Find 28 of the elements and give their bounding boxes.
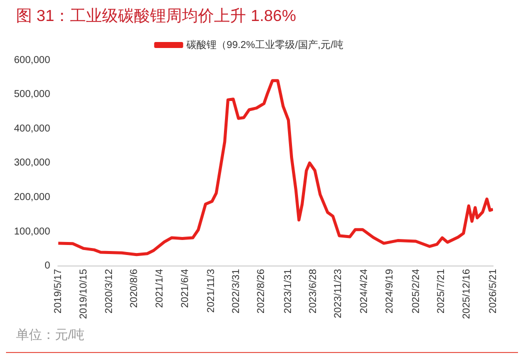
x-tick-label: 2020/8/6 — [128, 268, 140, 308]
y-tick-label: 600,000 — [14, 54, 51, 66]
x-tick-label: 2019/10/15 — [78, 268, 90, 320]
x-tick-label: 2021/1/4 — [154, 268, 166, 308]
x-tick-label: 2026/5/21 — [488, 268, 499, 314]
y-tick-label: 400,000 — [14, 123, 51, 134]
y-tick-label: 0 — [44, 260, 51, 272]
x-tick-label: 2022/8/26 — [256, 268, 268, 314]
x-tick-label: 2022/3/31 — [231, 268, 242, 314]
x-tick-label: 2025/7/21 — [436, 268, 448, 314]
x-tick-label: 2023/1/31 — [282, 268, 294, 314]
x-tick-label: 2021/6/4 — [180, 268, 192, 308]
legend-label: 碳酸锂（99.2%工业零级/国产,元/吨 — [186, 38, 344, 51]
x-tick-label: 2025/12/16 — [461, 268, 472, 320]
x-tick-label: 2020/3/12 — [104, 268, 115, 314]
x-tick-label: 2021/11/3 — [206, 268, 217, 313]
chart-title: 图 31：工业级碳酸锂周均价上升 1.86% — [16, 6, 296, 27]
y-tick-label: 200,000 — [14, 192, 51, 204]
text: 单位：元/吨 — [16, 326, 85, 344]
x-tick-label: 2023/11/23 — [333, 268, 344, 318]
x-tick-label: 2025/2/24 — [411, 268, 422, 314]
x-tick-label: 2024/9/19 — [384, 268, 396, 314]
y-tick-label: 500,000 — [14, 89, 51, 100]
y-tick-label: 300,000 — [14, 158, 51, 169]
x-tick-label: 2023/6/28 — [308, 268, 320, 314]
x-tick-label: 2019/5/17 — [52, 268, 64, 314]
y-tick-label: 100,000 — [14, 226, 51, 238]
x-tick-label: 2024/4/24 — [359, 268, 370, 314]
